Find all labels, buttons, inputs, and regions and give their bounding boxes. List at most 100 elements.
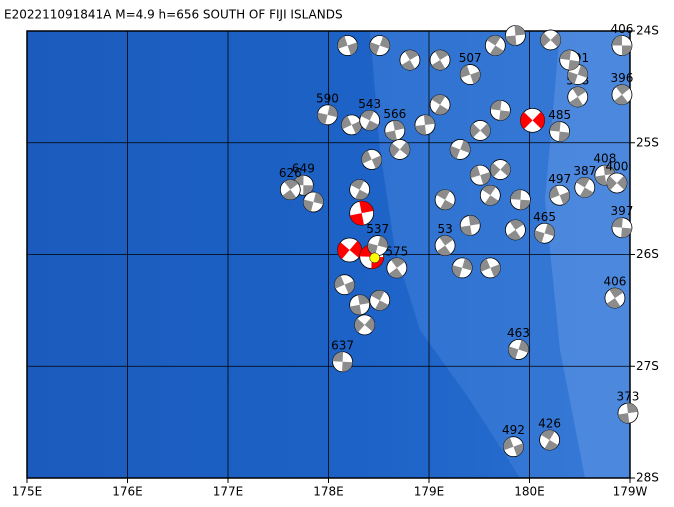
beachball-quadrant: [500, 162, 511, 177]
beachball-quadrant: [361, 150, 372, 164]
beachball: [484, 35, 506, 56]
beachball-quadrant: [514, 25, 526, 36]
beachball-quadrant: [567, 71, 578, 85]
beachball: [510, 189, 531, 211]
beachball: [354, 314, 376, 336]
beachball-quadrant: [350, 179, 365, 190]
beachball: [469, 164, 491, 186]
beachball-quadrant: [434, 104, 449, 115]
beachball-quadrant: [431, 60, 446, 71]
beachball: [434, 235, 456, 256]
beachball-quadrant: [480, 123, 491, 138]
beachball: [540, 29, 562, 51]
beachball-quadrant: [534, 230, 545, 243]
beachball: [389, 139, 411, 160]
beachball-quadrant: [313, 192, 324, 205]
depth-label: 387: [573, 164, 596, 178]
beachball-quadrant: [354, 318, 365, 333]
beachball: [469, 120, 491, 141]
beachball: [317, 104, 338, 126]
beachball-quadrant: [490, 162, 501, 177]
map-frame: [26, 30, 631, 479]
beachball-quadrant: [609, 288, 624, 299]
beachball-quadrant: [462, 258, 473, 271]
beachball: [604, 287, 626, 309]
beachball-quadrant: [365, 120, 379, 131]
beachball: [367, 235, 389, 256]
beachball: [479, 184, 501, 206]
beachball-quadrant: [357, 294, 370, 305]
beachball: [611, 217, 633, 239]
beachball-quadrant: [559, 50, 572, 61]
beachball: [567, 86, 589, 108]
beachball-quadrant: [369, 42, 380, 55]
beachball-quadrant: [423, 114, 435, 125]
beachball-quadrant: [470, 165, 481, 179]
beachball-quadrant: [484, 195, 499, 206]
beachball-quadrant: [626, 403, 638, 414]
beachball-quadrant: [337, 36, 348, 49]
beachball-quadrant: [518, 339, 529, 353]
beachball: [349, 179, 371, 201]
beachball: [429, 94, 451, 116]
beachball: [337, 237, 363, 263]
beachball-quadrant: [401, 60, 416, 71]
beachball-quadrant: [490, 100, 502, 111]
beachball-quadrant: [513, 443, 524, 457]
beachball-quadrant: [549, 185, 560, 199]
beachball-quadrant: [468, 215, 481, 226]
beachball-quadrant: [342, 361, 353, 372]
beachball: [369, 35, 391, 56]
x-tick-label: 175E: [12, 485, 43, 499]
beachball-quadrant: [349, 213, 364, 226]
beachball: [359, 110, 381, 131]
beachball-quadrant: [349, 304, 362, 315]
depth-label: 373: [617, 390, 640, 404]
beachball-quadrant: [439, 235, 454, 246]
beachball-quadrant: [507, 229, 522, 240]
beachball: [459, 64, 481, 85]
depth-label: 406: [611, 22, 634, 36]
beachball-quadrant: [359, 201, 374, 214]
depth-label: 566: [383, 107, 406, 121]
beachball-quadrant: [621, 227, 632, 238]
map-title: E202211091841A M=4.9 h=656 SOUTH OF FIJI…: [4, 8, 343, 22]
beachball-quadrant: [490, 264, 501, 278]
target-event: [369, 252, 380, 264]
beachball-quadrant: [568, 60, 580, 71]
beachball-quadrant: [337, 242, 350, 260]
beachball-quadrant: [450, 145, 461, 159]
beachball-quadrant: [486, 35, 501, 46]
depth-label: 397: [611, 204, 634, 218]
beachball: [489, 159, 511, 180]
beachball: [503, 436, 524, 458]
beachball-quadrant: [489, 45, 504, 56]
depth-label: 426: [538, 417, 561, 431]
beachball: [508, 339, 529, 360]
beachball: [505, 219, 526, 241]
beachball-quadrant: [367, 242, 378, 256]
beachball: [459, 215, 481, 236]
beachball-quadrant: [303, 185, 314, 196]
beachball-quadrant: [375, 300, 389, 311]
beachball-quadrant: [532, 111, 545, 129]
beachball: [399, 49, 421, 71]
beachball: [606, 172, 628, 194]
depth-label: 485: [548, 108, 571, 122]
beachball-quadrant: [508, 346, 519, 360]
beachball: [549, 184, 571, 206]
beachball-quadrant: [460, 140, 471, 154]
beachball-quadrant: [505, 35, 517, 46]
depth-label: 53: [437, 222, 452, 236]
beachball: [451, 257, 473, 279]
x-tick-label: 178E: [313, 485, 344, 499]
beachball-quadrant: [364, 317, 375, 332]
beachball-quadrant: [480, 258, 491, 272]
beachball: [429, 49, 451, 71]
depth-label: 537: [366, 222, 389, 236]
depth-label: 497: [548, 172, 571, 186]
beachball-quadrant: [576, 177, 590, 188]
beachball-quadrant: [503, 437, 514, 451]
beachball-quadrant: [460, 65, 471, 78]
